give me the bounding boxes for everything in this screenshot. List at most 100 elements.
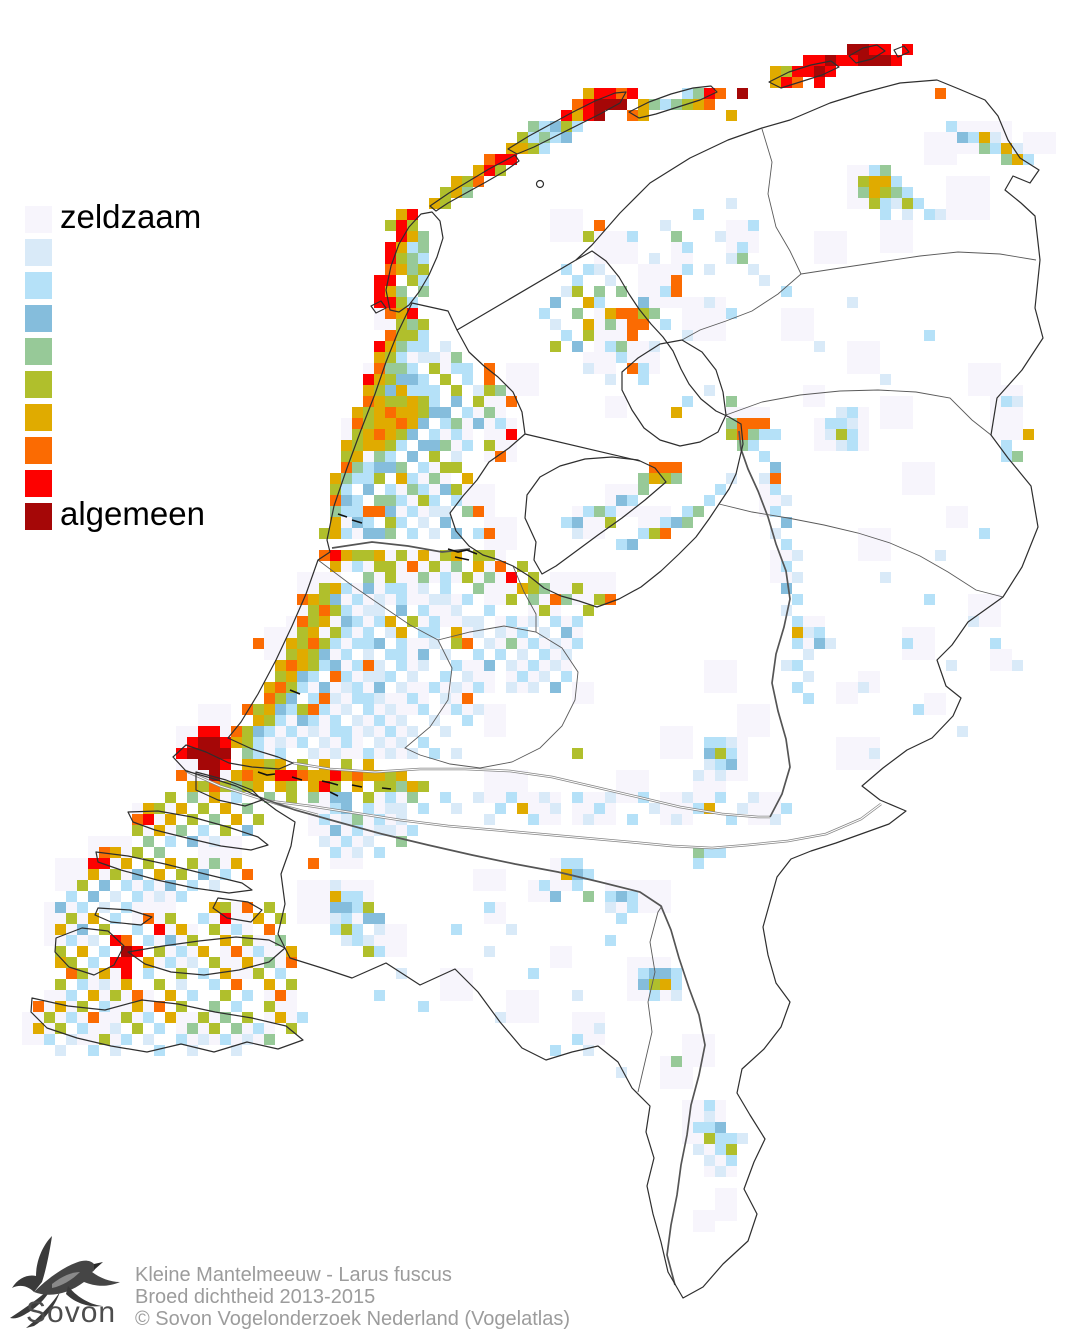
grid-cell bbox=[330, 506, 341, 517]
grid-cell bbox=[363, 429, 374, 440]
grid-cell bbox=[737, 88, 748, 99]
grid-cell bbox=[341, 935, 352, 946]
grid-cell bbox=[506, 660, 517, 671]
grid-cell bbox=[638, 484, 649, 495]
grid-cell bbox=[561, 594, 572, 605]
grid-cell bbox=[220, 913, 231, 924]
river-ijssel bbox=[738, 430, 791, 818]
island-rottumerplaat bbox=[848, 44, 886, 64]
grid-cell bbox=[231, 726, 242, 737]
grid-cell bbox=[242, 726, 253, 737]
grid-cell bbox=[627, 902, 638, 913]
grid-cell bbox=[341, 605, 352, 616]
grid-cell bbox=[209, 1023, 220, 1034]
grid-cell bbox=[770, 506, 781, 517]
grid-cell bbox=[1023, 154, 1034, 165]
grid-cell bbox=[385, 726, 396, 737]
grid-cell bbox=[418, 517, 429, 528]
sample-block bbox=[946, 176, 990, 220]
grid-cell bbox=[330, 902, 352, 913]
grid-cell bbox=[473, 176, 484, 187]
grid-cell bbox=[275, 781, 286, 792]
grid-cell bbox=[638, 473, 649, 484]
grid-cell bbox=[847, 429, 858, 440]
grid-cell bbox=[880, 44, 891, 55]
grid-cell bbox=[165, 957, 176, 968]
grid-cell bbox=[847, 440, 858, 451]
grid-cell bbox=[231, 924, 242, 935]
grid-cell bbox=[385, 704, 396, 715]
grid-cell bbox=[55, 924, 66, 935]
legend-label-rare: zeldzaam bbox=[60, 198, 202, 235]
grid-cell bbox=[275, 704, 286, 715]
grid-cell bbox=[407, 253, 418, 264]
grid-cell bbox=[374, 737, 385, 748]
grid-cell bbox=[330, 715, 341, 726]
grid-cell bbox=[352, 891, 363, 902]
grid-cell bbox=[154, 979, 165, 990]
grid-cell bbox=[143, 913, 154, 924]
grid-cell bbox=[869, 748, 880, 759]
grid-cell bbox=[341, 737, 352, 748]
grid-cell bbox=[440, 374, 451, 385]
grid-cell bbox=[209, 902, 220, 913]
grid-cell bbox=[407, 264, 418, 275]
grid-cell bbox=[451, 704, 462, 715]
grid-cell bbox=[594, 286, 605, 297]
grid-cell bbox=[803, 671, 814, 682]
island-goeree bbox=[127, 810, 269, 851]
grid-cell bbox=[396, 660, 407, 671]
grid-cell bbox=[550, 891, 561, 902]
grid-cell bbox=[869, 198, 880, 209]
grid-cell bbox=[352, 638, 374, 649]
grid-cell bbox=[209, 979, 220, 990]
grid-cell bbox=[561, 286, 572, 297]
grid-cell bbox=[737, 242, 748, 253]
grid-cell bbox=[341, 913, 352, 924]
grid-cell bbox=[561, 264, 572, 275]
grid-cell bbox=[429, 451, 440, 462]
grid-cell bbox=[627, 891, 638, 902]
grid-cell bbox=[132, 891, 143, 902]
grid-cell bbox=[407, 308, 418, 319]
grid-cell bbox=[418, 286, 429, 297]
grid-cell bbox=[220, 737, 231, 748]
grid-cell bbox=[363, 396, 374, 407]
grid-cell bbox=[814, 77, 825, 88]
grid-cell bbox=[484, 154, 495, 165]
grid-cell bbox=[407, 726, 418, 737]
grid-cell bbox=[451, 550, 462, 561]
noordzeekanaal bbox=[331, 541, 471, 553]
grid-cell bbox=[286, 792, 297, 803]
grid-cell bbox=[660, 473, 671, 484]
island-schouwen bbox=[95, 851, 253, 894]
grid-cell bbox=[385, 517, 396, 528]
sample-block bbox=[715, 1188, 737, 1221]
grid-cell bbox=[374, 594, 385, 605]
grid-cell bbox=[660, 286, 671, 297]
grid-cell bbox=[451, 451, 462, 462]
grid-cell bbox=[407, 396, 418, 407]
grid-cell bbox=[649, 979, 660, 990]
grid-cell bbox=[242, 759, 264, 770]
grid-cell bbox=[330, 891, 341, 902]
island-ameland bbox=[628, 85, 718, 119]
grid-cell bbox=[396, 638, 407, 649]
grid-cell bbox=[363, 913, 385, 924]
grid-cell bbox=[374, 990, 385, 1001]
grid-cell bbox=[913, 198, 924, 209]
grid-cell bbox=[638, 319, 649, 330]
grid-cell bbox=[319, 781, 330, 792]
grid-cell bbox=[858, 187, 869, 198]
grid-cell bbox=[660, 220, 671, 231]
grid-cell bbox=[715, 770, 726, 781]
grid-cell bbox=[319, 616, 330, 627]
grid-cell bbox=[429, 429, 440, 440]
grid-cell bbox=[297, 660, 308, 671]
grid-cell bbox=[693, 99, 704, 110]
grid-cell bbox=[649, 803, 660, 814]
grid-cell bbox=[330, 638, 341, 649]
grid-cell bbox=[792, 660, 803, 671]
grid-cell bbox=[616, 308, 638, 319]
sample-block bbox=[704, 660, 737, 693]
